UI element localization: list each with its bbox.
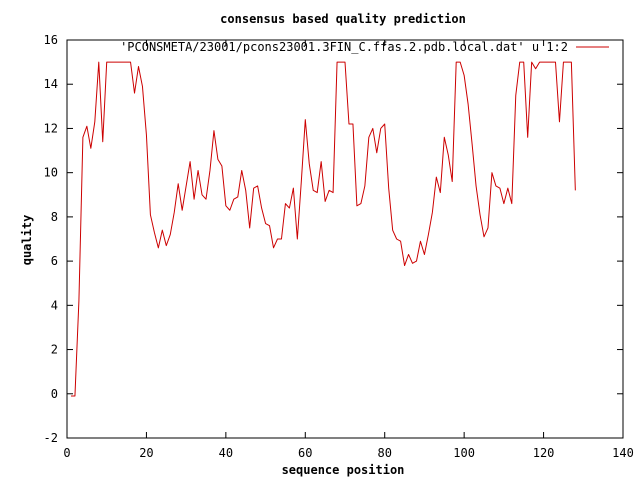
x-tick-label: 100 — [453, 446, 475, 460]
series-line — [70, 61, 576, 397]
y-axis-label: quality — [20, 215, 34, 266]
legend-entry-label: 'PCONSMETA/23001/pcons23001.3FIN_C.ffas.… — [120, 40, 568, 54]
y-tick-label: 2 — [51, 343, 58, 357]
x-tick-label: 40 — [219, 446, 233, 460]
x-tick-label: 60 — [298, 446, 312, 460]
legend: 'PCONSMETA/23001/pcons23001.3FIN_C.ffas.… — [120, 40, 609, 54]
y-tick-label: 8 — [51, 210, 58, 224]
y-tick-label: 14 — [44, 77, 58, 91]
x-axis-ticks: 0 20 40 60 80 100 120 140 — [63, 40, 634, 460]
plot-area-frame — [66, 39, 624, 439]
y-tick-label: 6 — [51, 254, 58, 268]
y-tick-label: 16 — [44, 33, 58, 47]
x-tick-label: 120 — [533, 446, 555, 460]
x-axis-label: sequence position — [282, 463, 405, 477]
y-tick-label: 10 — [44, 166, 58, 180]
series-layer — [70, 61, 576, 397]
y-tick-label: 0 — [51, 387, 58, 401]
y-tick-label: 12 — [44, 121, 58, 135]
x-tick-label: 140 — [612, 446, 634, 460]
y-tick-label: -2 — [44, 431, 58, 445]
y-axis-ticks: -2 0 2 4 6 8 10 12 14 16 — [44, 33, 623, 445]
x-tick-label: 20 — [139, 446, 153, 460]
y-tick-label: 4 — [51, 298, 58, 312]
x-tick-label: 80 — [377, 446, 391, 460]
x-tick-label: 0 — [63, 446, 70, 460]
chart-title: consensus based quality prediction — [220, 12, 466, 26]
